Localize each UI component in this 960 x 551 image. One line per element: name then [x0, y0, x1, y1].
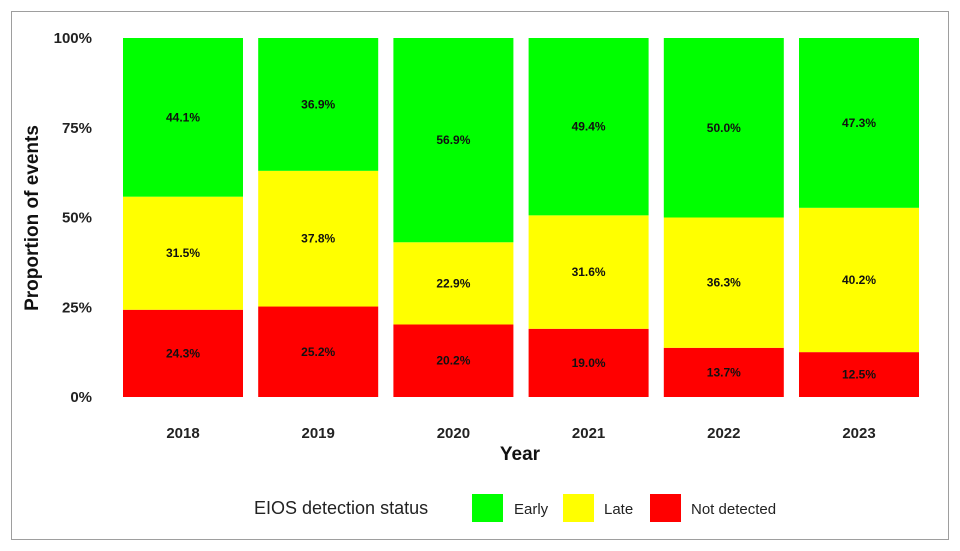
bar-segment-early	[393, 38, 514, 243]
y-tick-label: 25%	[62, 299, 92, 316]
data-label: 31.5%	[166, 246, 200, 260]
data-label: 25.2%	[301, 345, 335, 359]
bar-segment-early	[123, 38, 243, 197]
bar-segment-not-detected	[393, 324, 514, 397]
data-label: 40.2%	[842, 273, 876, 287]
bar-segment-late	[123, 196, 243, 310]
bar-segment-not-detected	[799, 352, 919, 397]
x-tick-label: 2019	[302, 425, 335, 442]
data-label: 31.6%	[572, 265, 606, 279]
bar-stack-2019: 25.2% 37.8% 36.9%	[258, 38, 379, 397]
y-tick-label: 50%	[62, 210, 92, 227]
y-tick-label: 75%	[62, 120, 92, 137]
data-label: 24.3%	[166, 346, 200, 360]
bar-stack-2018: 24.3% 31.5% 44.1%	[123, 38, 243, 397]
data-label: 36.9%	[301, 97, 335, 111]
data-label: 50.0%	[707, 121, 741, 135]
bar-segment-not-detected	[258, 306, 379, 397]
data-label: 12.5%	[842, 368, 876, 382]
bar-stack-2020: 20.2% 22.9% 56.9%	[393, 38, 514, 397]
bar-stack-2021: 19.0% 31.6% 49.4%	[528, 38, 649, 397]
bar-segment-early	[799, 38, 919, 208]
data-label: 56.9%	[436, 133, 470, 147]
y-tick-label: 100%	[54, 30, 92, 47]
bar-segment-late	[799, 207, 919, 353]
bar-segment-late	[258, 170, 379, 307]
bar-segment-not-detected	[528, 328, 649, 397]
x-axis-title: Year	[500, 444, 541, 465]
bar-segment-late	[393, 242, 514, 325]
legend-label-not-detected: Not detected	[691, 501, 776, 518]
x-tick-label: 2018	[166, 425, 199, 442]
bar-segment-early	[663, 38, 784, 218]
legend-label-late: Late	[604, 501, 633, 518]
y-tick-label: 0%	[70, 389, 92, 406]
bar-segment-not-detected	[123, 309, 243, 397]
bar-segment-not-detected	[663, 347, 784, 397]
x-axis-ticks: 2018 2019 2020 2021 2022 2023	[166, 425, 875, 442]
legend-label-early: Early	[514, 501, 549, 518]
data-label: 22.9%	[436, 276, 470, 290]
bar-segment-late	[528, 215, 649, 329]
legend-title: EIOS detection status	[254, 498, 428, 518]
y-axis-title: Proportion of events	[22, 125, 43, 311]
bar-stack-2023: 12.5% 40.2% 47.3%	[799, 38, 919, 397]
data-label: 19.0%	[572, 356, 606, 370]
x-tick-label: 2020	[437, 425, 470, 442]
data-label: 49.4%	[572, 120, 606, 134]
legend: EIOS detection status Early Late Not detec…	[254, 494, 776, 522]
bar-stack-2022: 13.7% 36.3% 50.0%	[663, 38, 784, 397]
data-label: 47.3%	[842, 116, 876, 130]
data-label: 13.7%	[707, 365, 741, 379]
data-label: 44.1%	[166, 110, 200, 124]
y-axis-ticks: 0% 25% 50% 75% 100%	[54, 30, 92, 406]
x-tick-label: 2022	[707, 425, 740, 442]
bars: 24.3% 31.5% 44.1% 25.2% 37.8% 36.9% 20.2% 22.9%…	[123, 38, 919, 397]
bar-segment-early	[528, 38, 649, 216]
data-label: 36.3%	[707, 276, 741, 290]
bar-segment-late	[663, 217, 784, 348]
bar-segment-early	[258, 38, 379, 171]
x-tick-label: 2021	[572, 425, 605, 442]
data-label: 20.2%	[436, 354, 470, 368]
legend-swatch-late	[563, 494, 594, 522]
legend-swatch-early	[472, 494, 503, 522]
legend-swatch-not-detected	[650, 494, 681, 522]
data-label: 37.8%	[301, 232, 335, 246]
x-tick-label: 2023	[842, 425, 875, 442]
